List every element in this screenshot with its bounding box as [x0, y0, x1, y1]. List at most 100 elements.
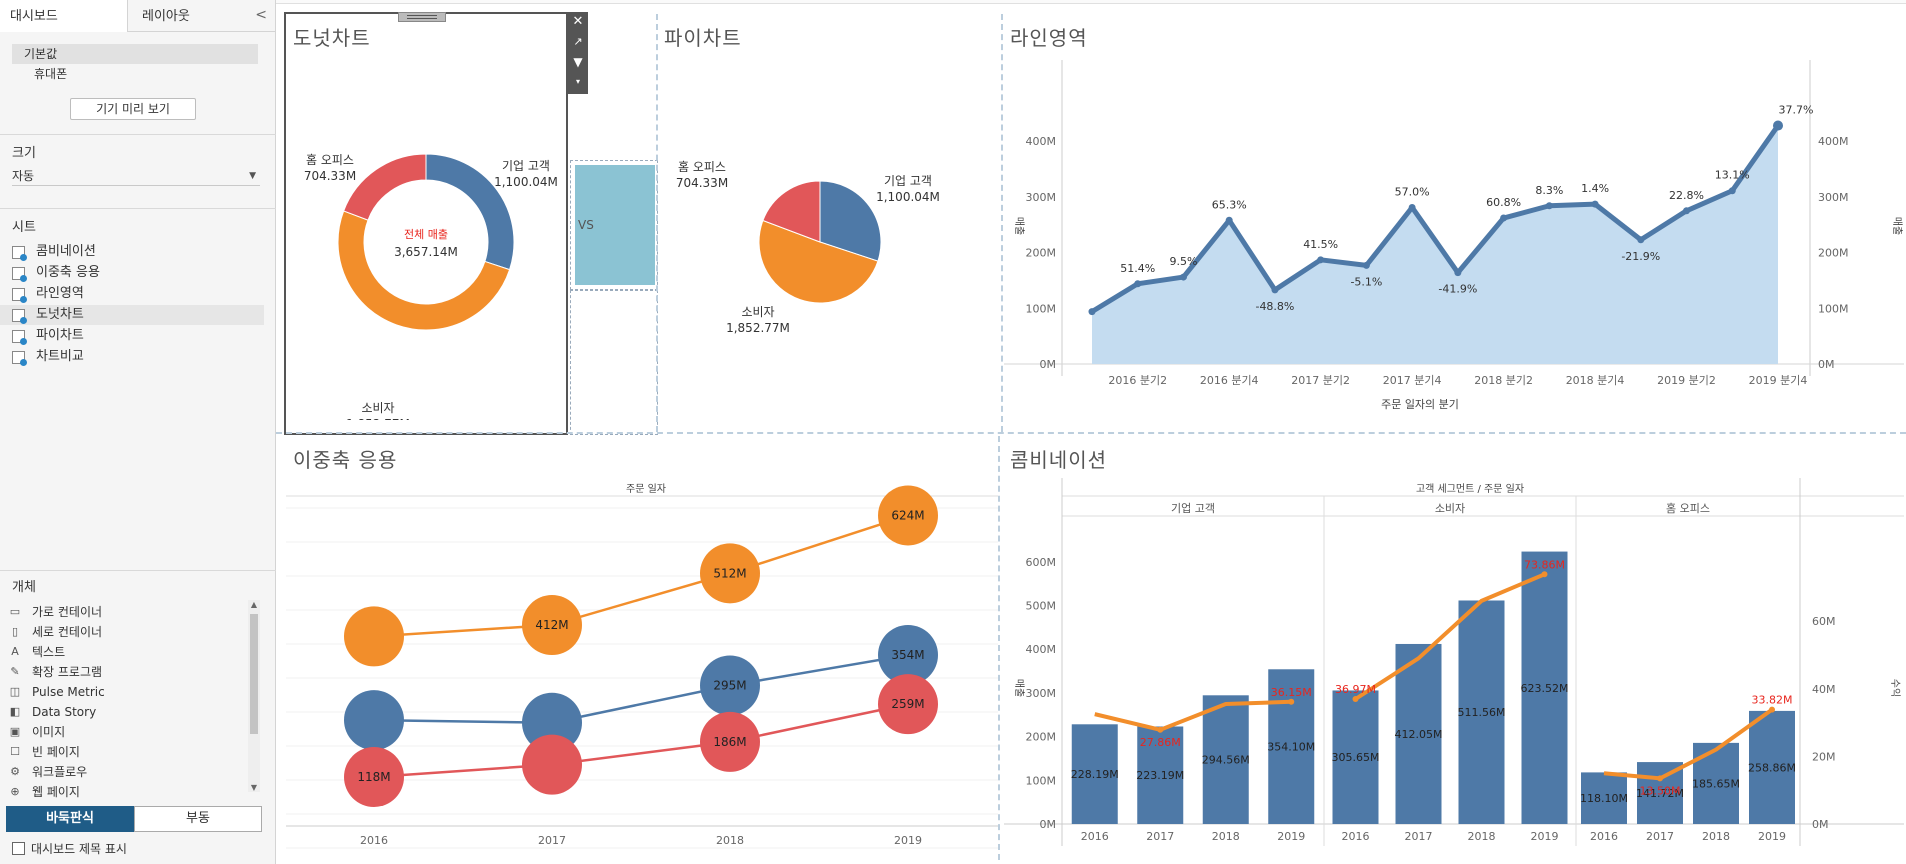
y-right-tick-label: 40M — [1812, 683, 1836, 696]
bubble-label: 354M — [891, 648, 924, 662]
empty-container — [570, 290, 658, 435]
object-item[interactable]: ▣ 이미지 — [8, 722, 248, 742]
y-tick-label: 400M — [1026, 643, 1057, 656]
x-tick-label: 2018 — [1212, 830, 1240, 843]
bubble-mark — [344, 690, 404, 751]
zone-divider — [1001, 14, 1003, 432]
sales-bar-label: 511.56M — [1458, 706, 1506, 719]
dashboard-side-panel: 대시보드 레이아웃 < 기본값 휴대폰 기기 미리 보기 크기 자동 ▼ 시트 … — [0, 0, 276, 864]
line-area-title: 라인영역 — [1010, 26, 1088, 50]
growth-label: 60.8% — [1486, 196, 1521, 209]
y-tick-label: 100M — [1026, 774, 1057, 787]
object-item[interactable]: A 텍스트 — [8, 642, 248, 662]
show-dashboard-title-checkbox[interactable]: 대시보드 제목 표시 — [12, 840, 127, 857]
floating-button[interactable]: 부동 — [134, 806, 262, 832]
y-tick-label: 500M — [1026, 600, 1057, 613]
x-tick-label: 2019 분기4 — [1749, 374, 1808, 387]
x-tick-label: 2017 — [1646, 830, 1674, 843]
size-dropdown[interactable]: 자동 ▼ — [12, 166, 260, 186]
profit-point — [1157, 726, 1164, 733]
bubble-mark — [522, 692, 582, 753]
y-tick-label: 400M — [1026, 135, 1057, 148]
workflow-icon: ⚙ — [10, 765, 20, 778]
profit-point — [1657, 775, 1663, 782]
dashboard-top-border — [276, 0, 1906, 4]
data-point — [1317, 256, 1325, 264]
scroll-up-icon[interactable]: ▲ — [250, 600, 258, 609]
object-item[interactable]: ▯ 세로 컨테이너 — [8, 622, 248, 642]
object-item[interactable]: ▭ 가로 컨테이너 — [8, 602, 248, 622]
sheet-item[interactable]: 차트비교 — [12, 347, 276, 367]
object-item-label: Data Story — [32, 705, 97, 719]
object-item[interactable]: ◫ Pulse Metric — [8, 682, 248, 702]
worksheet-icon — [12, 330, 27, 345]
bubble-label: 186M — [713, 735, 746, 749]
x-tick-label: 2018 분기2 — [1474, 374, 1533, 387]
growth-label: 65.3% — [1212, 198, 1247, 211]
sheet-item[interactable]: 이중축 응용 — [12, 263, 276, 283]
sales-bar-label: 623.52M — [1521, 682, 1569, 695]
pulse-metric-icon: ◫ — [9, 685, 21, 698]
move-handle-icon[interactable] — [398, 12, 446, 22]
growth-label: -5.1% — [1350, 275, 1382, 288]
object-item[interactable]: ⚙ 워크플로우 — [8, 762, 248, 782]
object-item[interactable]: ⊕ 웹 페이지 — [8, 782, 248, 802]
extension-icon: ✎ — [10, 665, 20, 678]
object-item-label: 세로 컨테이너 — [32, 625, 103, 639]
object-item-label: 가로 컨테이너 — [32, 605, 103, 619]
device-preview-button[interactable]: 기기 미리 보기 — [70, 98, 196, 120]
go-to-sheet-icon[interactable]: ↗ — [573, 35, 583, 48]
device-default[interactable]: 기본값 — [12, 44, 258, 64]
combination-chart: 고객 세그먼트 / 주문 일자 0M 100M 200M 300M 400M 500M 600… — [1004, 478, 1904, 846]
sheet-item[interactable]: 콤비네이션 — [12, 242, 276, 262]
donut-segment-name: 기업 고객 — [502, 159, 550, 173]
y-tick-label: 600M — [1026, 556, 1057, 569]
row-divider — [276, 432, 1906, 434]
sales-bar-label: 141.72M — [1636, 787, 1684, 800]
x-tick-label: 2019 — [894, 834, 922, 847]
dual-axis-chart: 주문 일자 412M 512M 624M 295M 354M 118M 186M 259M 201… — [286, 483, 998, 849]
tiled-button[interactable]: 바둑판식 — [6, 806, 134, 832]
sales-bar — [1749, 710, 1795, 824]
tab-layout[interactable]: 레이아웃 — [142, 9, 190, 24]
x-tick-label: 2017 — [1405, 830, 1433, 843]
data-point — [1545, 202, 1553, 210]
object-item[interactable]: ✎ 확장 프로그램 — [8, 662, 248, 682]
y-right-tick-label: 200M — [1818, 247, 1849, 260]
donut-segment — [343, 153, 427, 221]
close-icon[interactable]: ✕ — [572, 14, 584, 29]
worksheet-icon — [12, 309, 27, 324]
tab-dashboard[interactable]: 대시보드 — [0, 0, 128, 32]
object-item[interactable]: ◧ Data Story — [8, 702, 248, 722]
sheet-item[interactable]: 라인영역 — [12, 284, 276, 304]
growth-label: 37.7% — [1779, 104, 1814, 117]
data-point — [1362, 261, 1370, 269]
bubble-mark — [878, 625, 938, 686]
sales-bar — [1137, 726, 1184, 824]
more-options-icon[interactable]: ▾ — [575, 77, 580, 86]
sales-bar — [1395, 643, 1442, 824]
y-right-tick-label: 0M — [1818, 358, 1835, 371]
data-point — [1773, 120, 1783, 131]
vs-color-block — [575, 165, 655, 285]
scroll-down-icon[interactable]: ▼ — [250, 783, 258, 792]
object-item[interactable]: ☐ 빈 페이지 — [8, 742, 248, 762]
x-tick-label: 2018 — [1468, 830, 1496, 843]
sheet-item[interactable]: 도넛차트 — [0, 305, 264, 325]
object-item-label: Pulse Metric — [32, 685, 105, 699]
filter-icon[interactable]: ▼ — [573, 55, 583, 69]
donut-center-label: 전체 매출 — [404, 228, 448, 241]
growth-label: -21.9% — [1621, 250, 1660, 263]
objects-scrollbar[interactable]: ▲ ▼ — [248, 600, 260, 792]
object-item-label: 텍스트 — [32, 645, 66, 659]
device-phone[interactable]: 휴대폰 — [34, 67, 68, 81]
scrollbar-thumb[interactable] — [250, 614, 258, 734]
profit-label: 13.50M — [1640, 784, 1681, 797]
y-right-tick-label: 60M — [1812, 615, 1836, 628]
growth-label: -41.9% — [1438, 283, 1477, 296]
sales-bar-label: 185.65M — [1692, 777, 1740, 790]
divider — [0, 208, 276, 209]
sheet-item[interactable]: 파이차트 — [12, 326, 276, 346]
collapse-panel-icon[interactable]: < — [255, 7, 267, 23]
x-tick-label: 2016 — [1590, 830, 1618, 843]
